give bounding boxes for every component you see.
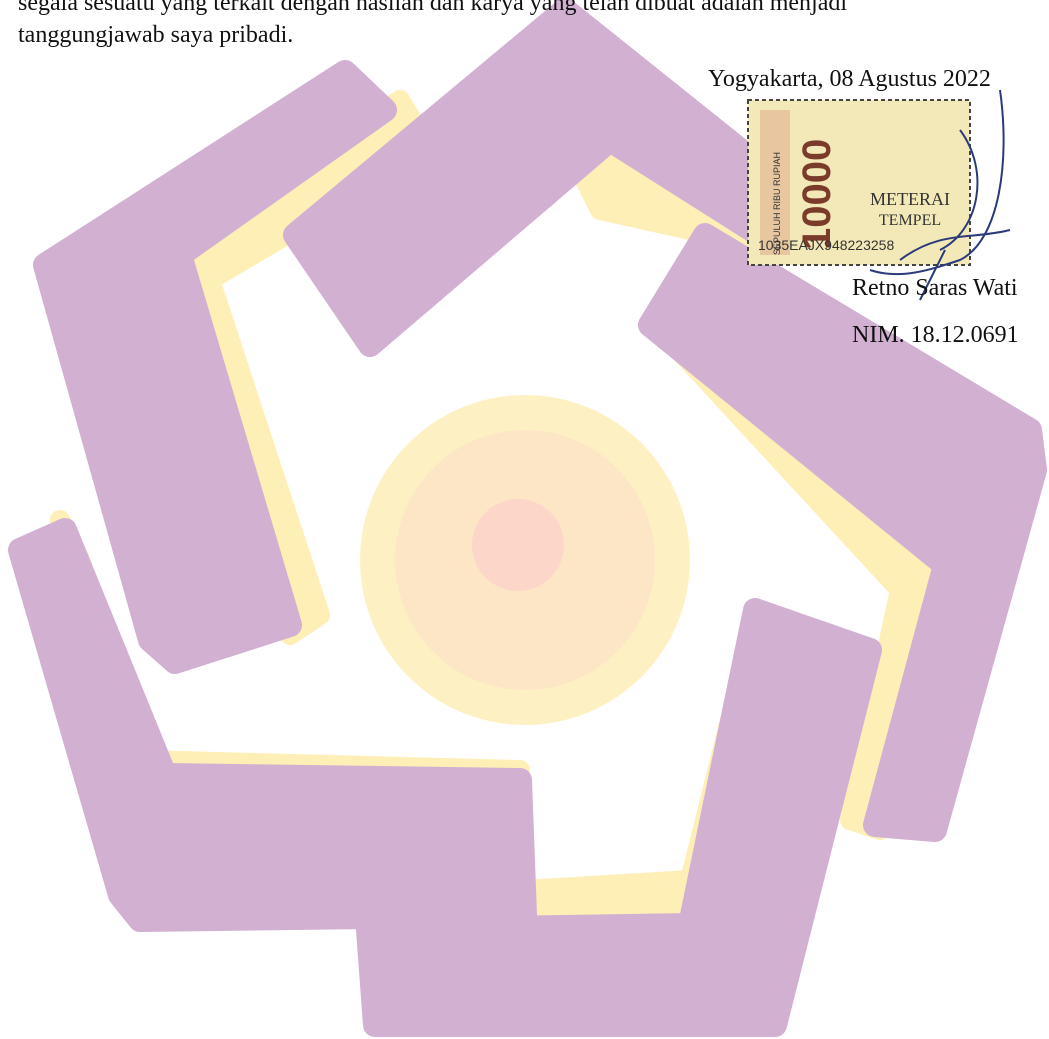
body-line: tanggungjawab saya pribadi. bbox=[18, 22, 293, 48]
place-date: Yogyakarta, 08 Agustus 2022 bbox=[708, 66, 991, 92]
stamp-label: METERAI bbox=[870, 189, 950, 209]
signer-name: Retno Saras Wati bbox=[852, 275, 1018, 301]
stamp-serial: 1035EAJX948223258 bbox=[758, 237, 894, 253]
document: segala sesuatu yang terkait dengan hasil… bbox=[0, 0, 1049, 1039]
body-line: segala sesuatu yang terkait dengan hasil… bbox=[18, 0, 847, 16]
stamp: SEPULUH RIBU RUPIAH 10000 METERAI TEMPEL… bbox=[748, 100, 970, 265]
stamp-label: TEMPEL bbox=[879, 212, 941, 229]
page: segala sesuatu yang terkait dengan hasil… bbox=[0, 0, 1049, 1039]
stamp-amount: 10000 bbox=[795, 139, 839, 250]
signer-nim: NIM. 18.12.0691 bbox=[852, 322, 1019, 348]
